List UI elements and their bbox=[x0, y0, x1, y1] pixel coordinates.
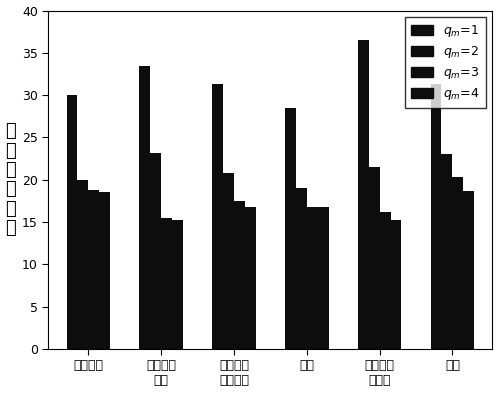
Bar bbox=[452, 177, 463, 349]
Bar bbox=[442, 154, 452, 349]
Bar bbox=[307, 207, 318, 349]
Bar bbox=[223, 173, 234, 349]
Y-axis label: 平
均
卸
载
时
延: 平 均 卸 载 时 延 bbox=[5, 122, 16, 237]
Bar bbox=[379, 212, 390, 349]
Bar bbox=[88, 190, 99, 349]
Bar bbox=[358, 40, 369, 349]
Bar bbox=[463, 191, 474, 349]
Bar bbox=[67, 95, 78, 349]
Legend: $q_m$=1, $q_m$=2, $q_m$=3, $q_m$=4: $q_m$=1, $q_m$=2, $q_m$=3, $q_m$=4 bbox=[405, 17, 486, 108]
Bar bbox=[78, 180, 88, 349]
Bar bbox=[369, 167, 379, 349]
Bar bbox=[296, 188, 307, 349]
Bar bbox=[234, 201, 245, 349]
Bar bbox=[150, 153, 161, 349]
Bar bbox=[172, 220, 183, 349]
Bar bbox=[245, 207, 256, 349]
Bar bbox=[431, 84, 442, 349]
Bar bbox=[212, 84, 223, 349]
Bar bbox=[161, 218, 172, 349]
Bar bbox=[318, 207, 329, 349]
Bar bbox=[390, 220, 401, 349]
Bar bbox=[285, 108, 296, 349]
Bar bbox=[139, 66, 150, 349]
Bar bbox=[99, 193, 110, 349]
